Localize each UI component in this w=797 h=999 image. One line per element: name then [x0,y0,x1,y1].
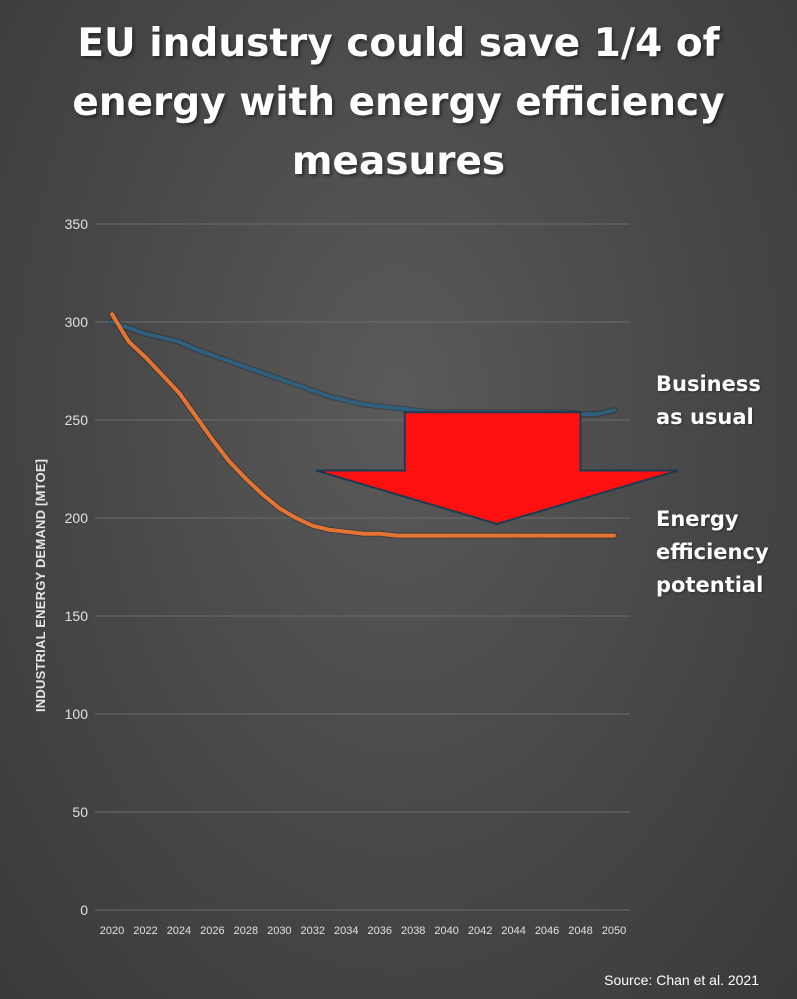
business-as-usual-line-1: Business [656,372,761,396]
x-tick-label: 2028 [234,925,258,937]
y-tick-label: 100 [65,706,89,722]
energy-efficiency-line-1: Energy [656,507,739,531]
x-tick-label: 2034 [334,925,358,937]
y-tick-label: 50 [72,804,88,820]
x-tick-label: 2046 [535,925,559,937]
series-line-energy-efficiency [110,312,616,538]
y-tick-label: 0 [80,902,88,918]
x-tick-label: 2042 [468,925,492,937]
x-tick-label: 2036 [367,925,391,937]
x-tick-label: 2022 [133,925,157,937]
y-tick-label: 150 [65,608,89,624]
x-tick-label: 2032 [301,925,325,937]
x-tick-label: 2050 [602,925,626,937]
business-as-usual-line-2: as usual [656,405,754,429]
y-tick-label: 250 [65,412,89,428]
chart-title: EU industry could save 1/4 of energy wit… [72,21,725,184]
x-tick-label: 2024 [167,925,191,937]
energy-efficiency-line-3: potential [656,573,764,597]
y-axis-title: INDUSTRIAL ENERGY DEMAND [MTOE] [33,458,48,712]
source-note: Source: Chan et al. 2021 [604,972,759,988]
y-tick-label: 350 [65,216,89,232]
x-tick-label: 2030 [267,925,291,937]
x-tick-label: 2026 [200,925,224,937]
y-tick-label: 300 [65,314,89,330]
energy-efficiency-line-2: efficiency [656,540,769,564]
x-tick-label: 2044 [501,925,525,937]
x-tick-label: 2038 [401,925,425,937]
reduction-arrow [315,411,679,525]
x-tick-label: 2048 [568,925,592,937]
y-tick-label: 200 [65,510,89,526]
x-tick-label: 2040 [434,925,458,937]
business-as-usual-label: Business as usual [656,368,786,434]
energy-efficiency-label: Energy efficiency potential [656,503,791,602]
x-tick-label: 2020 [100,925,124,937]
